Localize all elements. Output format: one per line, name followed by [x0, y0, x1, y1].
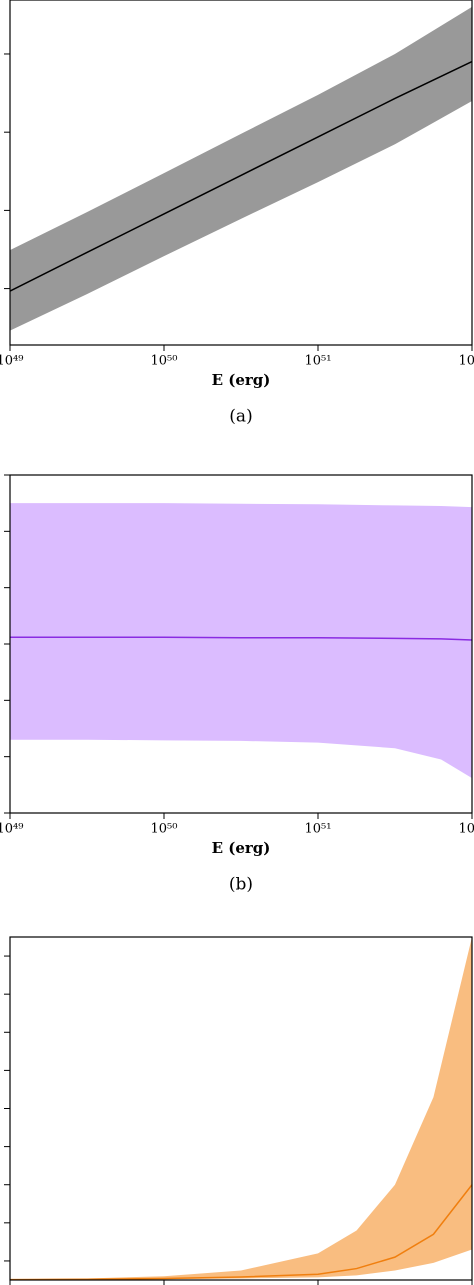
x-tick-label: 10⁵⁰: [151, 354, 178, 369]
panel: 10⁴⁹ 10⁵⁰ 10⁵¹ 10⁵² E (erg) (a): [0, 0, 474, 427]
panel: 10⁴⁹ 10⁵⁰ 10⁵¹ 10⁵² E (erg) (b): [0, 474, 474, 895]
panel: [4, 936, 473, 1285]
axes-frame: [9, 0, 473, 346]
median-line: [10, 60, 472, 292]
x-tick-label: 10⁴⁹: [0, 822, 23, 837]
x-tick-label: 10⁵⁰: [151, 822, 178, 837]
uncertainty-band: [10, 937, 472, 1280]
panel-caption: (b): [229, 875, 253, 895]
median-line: [10, 1184, 472, 1280]
x-tick-label: 10⁵²: [459, 354, 474, 369]
x-tick-label: 10⁵²: [459, 822, 474, 837]
x-axis-label: E (erg): [212, 371, 271, 389]
x-tick-label: 10⁴⁹: [0, 354, 23, 369]
x-tick-label: 10⁵¹: [305, 354, 332, 369]
x-tick-label: 10⁵¹: [305, 822, 332, 837]
panel-caption: (a): [229, 407, 252, 427]
x-axis-label: E (erg): [212, 839, 271, 857]
uncertainty-band: [10, 6, 472, 331]
uncertainty-band: [10, 503, 472, 779]
median-line: [10, 636, 472, 641]
